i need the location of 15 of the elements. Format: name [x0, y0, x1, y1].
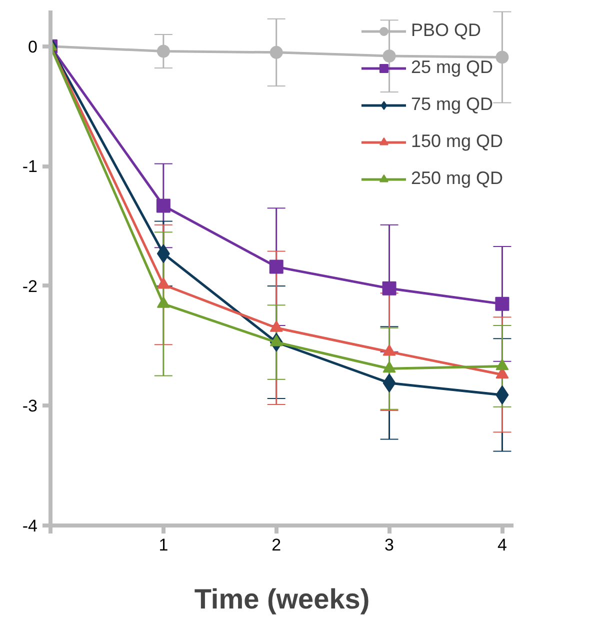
legend-label: 75 mg QD: [410, 94, 493, 115]
y-tick-label: -1: [22, 157, 38, 176]
x-axis-title: Time (weeks): [194, 584, 370, 614]
legend-label: PBO QD: [410, 20, 481, 41]
x-tick-label: 4: [497, 536, 507, 554]
y-tick-label: 0: [28, 37, 38, 56]
legend-label: 25 mg QD: [410, 57, 493, 78]
x-tick-label: 2: [272, 536, 282, 554]
legend-label: 250 mg QD: [410, 168, 503, 189]
x-tick-label: 1: [158, 536, 168, 554]
y-tick-label: -3: [22, 396, 38, 416]
x-tick-label: 3: [384, 536, 394, 554]
legend-label: 150 mg QD: [410, 131, 503, 152]
y-tick-label: -2: [22, 276, 38, 296]
y-tick-label: -4: [22, 516, 38, 536]
